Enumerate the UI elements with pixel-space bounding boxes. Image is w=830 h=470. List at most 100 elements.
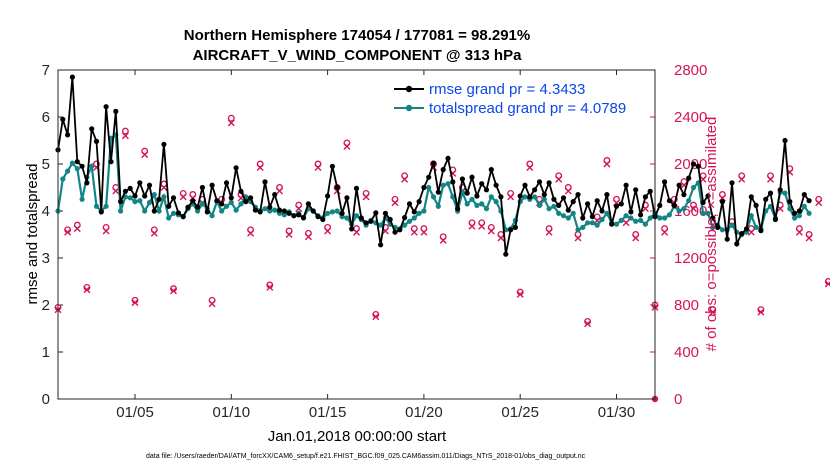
- obs-assimilated-marker: [420, 228, 428, 236]
- obs-assimilated-marker: [102, 227, 110, 235]
- spread-point: [681, 206, 687, 212]
- rmse-point: [483, 187, 490, 193]
- chart-title: Northern Hemisphere 174054 / 177081 = 98…: [184, 27, 530, 44]
- rmse-point: [628, 209, 634, 215]
- spread-point: [378, 222, 384, 228]
- rmse-point: [758, 228, 764, 234]
- rmse-point: [565, 207, 571, 213]
- rmse-point: [604, 192, 610, 198]
- rmse-point: [315, 214, 321, 220]
- obs-assimilated-marker: [478, 222, 486, 230]
- rmse-point: [358, 215, 364, 221]
- spread-point: [642, 221, 649, 227]
- spread-point: [195, 208, 201, 214]
- obs-assimilated-marker: [160, 184, 168, 191]
- rmse-point: [93, 138, 100, 144]
- obs-assimilated-marker: [73, 225, 81, 233]
- spread-point: [426, 184, 432, 191]
- y-tick-label-left: 7: [42, 62, 50, 79]
- legend: rmse grand pr = 4.3433 totalspread grand…: [387, 75, 651, 117]
- spread-point: [479, 201, 485, 207]
- obs-assimilated-marker: [227, 119, 235, 127]
- spread-point: [127, 195, 133, 201]
- spread-point: [546, 206, 552, 212]
- spread-point: [666, 212, 673, 218]
- rmse-point: [252, 207, 258, 213]
- y-axis-label-right: # of obs: o=possible; ×=assimilated: [703, 117, 720, 352]
- rmse-point: [527, 194, 533, 200]
- rmse-point: [296, 212, 302, 218]
- spread-point: [132, 199, 138, 205]
- spread-point: [729, 222, 735, 228]
- legend-label-rmse: rmse grand pr = 4.3433: [429, 81, 585, 98]
- rmse-point: [734, 241, 740, 247]
- rmse-point: [508, 227, 514, 233]
- rmse-point: [382, 210, 388, 216]
- rmse-point: [84, 180, 90, 186]
- spread-point: [344, 215, 350, 221]
- rmse-point: [122, 188, 128, 194]
- spread-point: [570, 210, 576, 216]
- rmse-point: [204, 209, 210, 215]
- rmse-point: [430, 160, 437, 166]
- spread-point: [638, 217, 644, 223]
- rmse-point: [440, 167, 446, 173]
- spread-point: [334, 208, 340, 214]
- y-tick-label-left: 2: [42, 297, 50, 314]
- rmse-point: [719, 199, 726, 205]
- rmse-point: [406, 201, 413, 207]
- spread-point: [89, 163, 95, 169]
- rmse-point: [108, 159, 114, 165]
- spread-point: [464, 201, 470, 207]
- obs-assimilated-marker: [141, 151, 149, 159]
- chart-subtitle: AIRCRAFT_V_WIND_COMPONENT @ 313 hPa: [193, 47, 523, 64]
- spread-point: [151, 192, 157, 198]
- rmse-point: [65, 132, 71, 138]
- obs-assimilated-marker: [304, 233, 312, 241]
- spread-point: [281, 212, 287, 218]
- rmse-point: [618, 201, 624, 207]
- rmse-point: [464, 190, 470, 196]
- rmse-point: [772, 216, 779, 223]
- spread-point: [440, 182, 446, 188]
- rmse-point: [806, 198, 812, 204]
- y-tick-label-right: 2400: [674, 109, 707, 126]
- rmse-point: [536, 179, 543, 185]
- rmse-point: [329, 163, 335, 169]
- obs-assimilated-marker: [497, 234, 505, 242]
- rmse-point: [103, 104, 109, 110]
- spread-point: [705, 210, 711, 216]
- spread-point: [782, 190, 788, 196]
- rmse-point: [60, 116, 66, 122]
- rmse-point: [267, 204, 273, 210]
- spread-point: [532, 194, 538, 200]
- rmse-point: [185, 204, 191, 210]
- rmse-point: [690, 161, 697, 167]
- x-tick-label: 01/20: [405, 404, 443, 421]
- rmse-point: [541, 192, 547, 198]
- rmse-point: [74, 159, 80, 165]
- rmse-point: [498, 194, 504, 200]
- spread-point: [551, 203, 557, 209]
- rmse-point: [556, 202, 562, 208]
- obs-assimilated-marker: [747, 228, 755, 236]
- obs-assimilated-marker: [324, 227, 332, 235]
- rmse-point: [411, 209, 417, 215]
- x-tick-label: 01/10: [213, 404, 251, 421]
- obs-assimilated-marker: [314, 164, 322, 171]
- spread-point: [604, 210, 610, 216]
- spread-point: [483, 206, 490, 212]
- rmse-point: [777, 187, 783, 193]
- obs-assimilated-marker: [526, 164, 534, 171]
- spread-point: [662, 215, 668, 221]
- spread-point: [219, 208, 225, 214]
- rmse-point: [320, 216, 326, 223]
- rmse-point: [156, 196, 162, 202]
- legend-marker-rmse: [405, 85, 413, 93]
- spread-point: [710, 224, 716, 230]
- obs-assimilated-marker: [709, 308, 717, 316]
- spread-point: [580, 224, 586, 230]
- spread-point: [618, 217, 624, 223]
- rmse-point: [796, 208, 803, 214]
